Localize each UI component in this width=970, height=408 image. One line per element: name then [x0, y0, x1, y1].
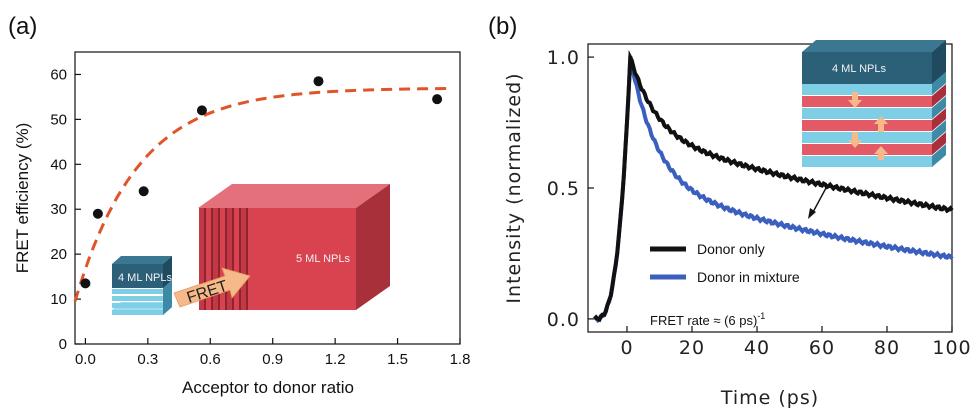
data-point — [138, 186, 149, 197]
panel-a-ylabel: FRET efficiency (%) — [13, 123, 32, 274]
data-point — [92, 208, 103, 219]
fret-rate-annotation: FRET rate ≈ (6 ps)-1 — [650, 311, 765, 328]
panel-a-xtick-label: 0.9 — [262, 351, 283, 368]
data-point — [432, 94, 443, 105]
acceptor-fins — [199, 208, 248, 310]
data-point — [196, 105, 207, 116]
pointer-arrow — [811, 187, 827, 215]
stack-layer-side — [932, 132, 946, 155]
acceptor-fin — [199, 208, 204, 310]
panel-a-points — [80, 76, 443, 289]
acceptor-fin-gap — [204, 208, 206, 310]
stack-layer-side — [932, 108, 946, 131]
panel-b-xlabel: Time (ps) — [720, 387, 819, 408]
donor-stack-inset: 4 ML NPLs — [112, 256, 173, 315]
stack-layer-side — [932, 120, 946, 143]
stack-layer — [802, 120, 932, 131]
panel-a-frame — [74, 51, 461, 345]
panel-a-xlabel: Acceptor to donor ratio — [182, 378, 354, 397]
panel-b: (b) 0 20 40 60 80 100 0.0 0.5 1.0 Donor only Don… — [488, 13, 970, 408]
panel-a-xtick-label: 0.6 — [200, 351, 221, 368]
acceptor-fin-gap — [246, 208, 248, 310]
acceptor-fin-gap — [232, 208, 234, 310]
panel-b-xtick-label: 80 — [874, 337, 900, 359]
panel-b-ylabel: Intensity (normalized) — [503, 72, 525, 303]
panel-a-ticks: 0.0 0.3 0.6 0.9 1.2 1.5 1.8 0 10 20 30 40 50 60 — [50, 66, 470, 368]
series-donor-in-mixture — [593, 55, 954, 324]
stack-layer-side — [932, 84, 946, 107]
legend: Donor only Donor in mixture — [650, 241, 800, 285]
panel-a-ytick-label: 0 — [59, 336, 67, 353]
panel-b-ticks: 0 20 40 60 80 100 0.0 0.5 1.0 — [547, 47, 970, 359]
panel-a-ytick-label: 30 — [50, 201, 67, 218]
acceptor-fin-gap — [211, 208, 213, 310]
acceptor-stack-inset: 5 ML NPLs — [198, 184, 390, 310]
donor-inset-label: 4 ML NPLs — [118, 272, 173, 284]
fret-rate-text: FRET rate ≈ (6 ps) — [650, 313, 757, 328]
panel-b-xtick-label: 20 — [679, 337, 705, 359]
acceptor-fin — [227, 208, 232, 310]
acceptor-fin-gap — [239, 208, 241, 310]
panel-a-xtick-label: 1.2 — [325, 351, 346, 368]
stack-arrows — [848, 92, 888, 160]
stack-layer — [802, 144, 932, 155]
panel-a-ytick-label: 60 — [50, 66, 67, 83]
layer-stack-inset: 4 ML NPLs — [802, 40, 946, 219]
panel-b-xtick-label: 0 — [620, 337, 633, 359]
acceptor-fin — [213, 208, 218, 310]
stack-layer — [802, 132, 932, 143]
acceptor-fin-gap — [218, 208, 220, 310]
panel-a: (a) 0.0 0.3 0.6 0.9 1.2 1.5 1.8 0 10 20 30 40 50 60 4… — [8, 13, 470, 397]
acceptor-fin-gap — [225, 208, 227, 310]
panel-a-label: (a) — [8, 13, 37, 40]
panel-a-xtick-label: 0.3 — [137, 351, 158, 368]
acceptor-fin — [241, 208, 246, 310]
data-point — [313, 76, 324, 87]
panel-a-ytick-label: 50 — [50, 111, 67, 128]
panel-a-ytick-label: 40 — [50, 156, 67, 173]
panel-b-ytick-label: 0.0 — [547, 309, 580, 331]
acceptor-inset-label: 5 ML NPLs — [296, 253, 351, 265]
panel-a-xtick-label: 1.5 — [387, 351, 408, 368]
fret-rate-superscript: -1 — [757, 311, 765, 321]
stack-layer — [802, 156, 932, 167]
stack-layer — [802, 84, 932, 95]
panel-b-xtick-label: 100 — [932, 337, 970, 359]
stack-layer-side — [932, 96, 946, 119]
panel-b-xtick-label: 40 — [744, 337, 770, 359]
legend-label-donor-only: Donor only — [697, 241, 765, 257]
legend-label-donor-in-mixture: Donor in mixture — [697, 269, 800, 285]
panel-b-ytick-label: 0.5 — [547, 178, 580, 200]
panel-a-ytick-label: 10 — [50, 291, 67, 308]
panel-a-xtick-label: 0.0 — [75, 351, 96, 368]
acceptor-fin — [220, 208, 225, 310]
stack-inset-label: 4 ML NPLs — [832, 63, 887, 75]
series-donor-only — [593, 49, 954, 323]
panel-b-xtick-label: 60 — [809, 337, 835, 359]
acceptor-fin — [206, 208, 211, 310]
data-point — [80, 278, 91, 289]
fit-curve — [73, 87, 450, 302]
stack-layer — [802, 108, 932, 119]
panel-b-label: (b) — [488, 13, 517, 40]
stack-layer — [802, 96, 932, 107]
stack-layer-side — [932, 72, 946, 95]
acceptor-fin — [234, 208, 239, 310]
panel-a-xtick-label: 1.8 — [450, 351, 471, 368]
stack-layers — [802, 72, 946, 167]
panel-a-ytick-label: 20 — [50, 246, 67, 263]
panel-b-ytick-label: 1.0 — [547, 47, 580, 69]
stack-layer-side — [932, 144, 946, 167]
